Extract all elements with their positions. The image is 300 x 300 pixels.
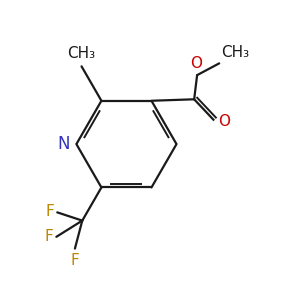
Text: O: O xyxy=(218,115,230,130)
Text: CH₃: CH₃ xyxy=(68,46,96,61)
Text: O: O xyxy=(190,56,202,71)
Text: F: F xyxy=(45,229,53,244)
Text: CH₃: CH₃ xyxy=(221,45,249,60)
Text: F: F xyxy=(70,253,79,268)
Text: N: N xyxy=(57,135,70,153)
Text: F: F xyxy=(46,204,54,219)
